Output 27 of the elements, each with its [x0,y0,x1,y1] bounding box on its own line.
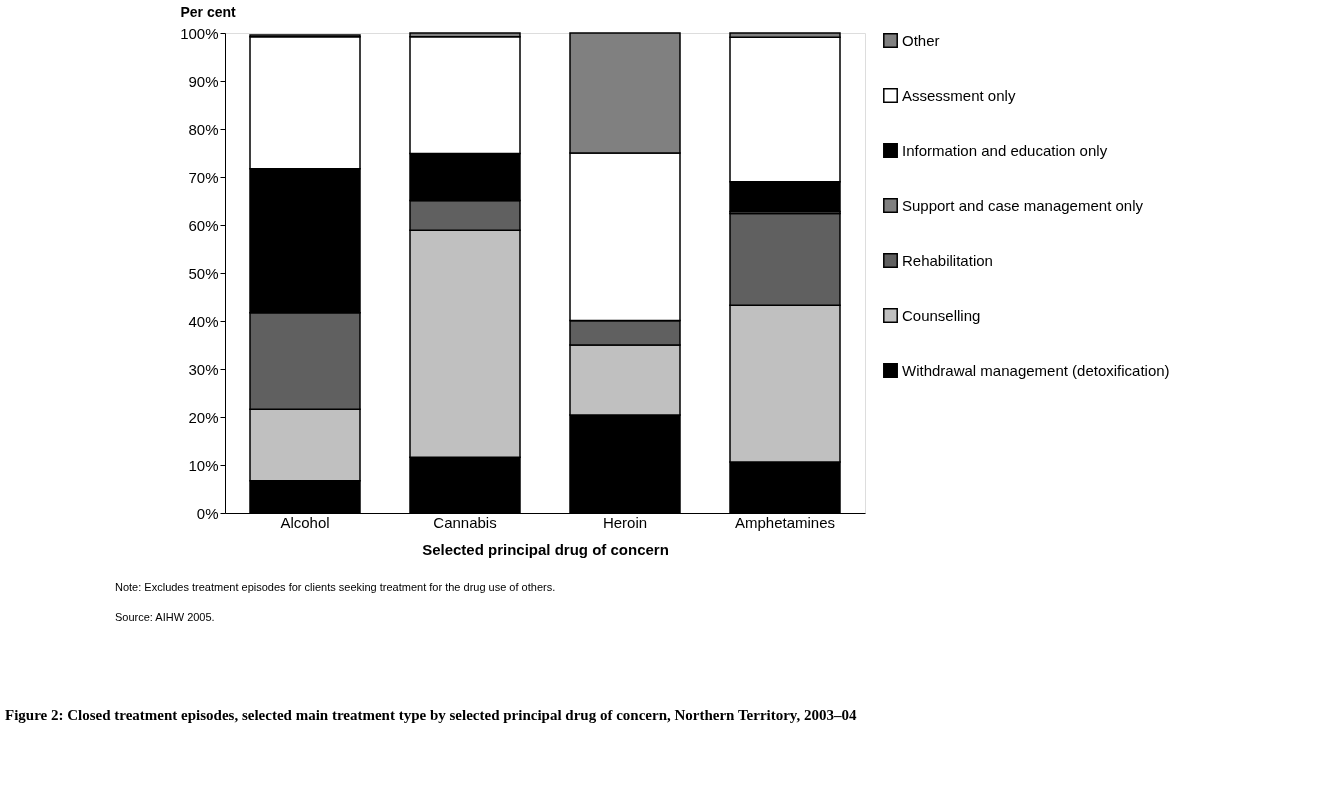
legend-label: Counselling [902,306,981,324]
y-tick-label: 60% [188,216,219,234]
y-tick-label: 40% [188,312,219,330]
x-tick-label: Alcohol [280,513,330,531]
legend-label: Information and education only [902,141,1108,159]
y-tick-label: 50% [188,264,219,282]
legend-label: Assessment only [902,86,1016,104]
x-tick-label: Heroin [602,513,648,531]
y-tick-label: 10% [188,456,219,474]
legend-label: Withdrawal management (detoxification) [902,361,1170,379]
x-tick-label: Amphetamines [734,513,836,531]
y-axis-title: Per cent [180,3,237,20]
y-tick-label: 80% [188,120,219,138]
y-tick-label: 30% [188,360,219,378]
y-tick-label: 90% [188,72,219,90]
legend-label: Rehabilitation [902,251,993,269]
source-note: Source: AIHW 2005. [115,611,215,623]
text: Note: Excludes treatment episodes for clients seeking treatment for the drug use of others. [115,581,556,593]
x-axis-title: Selected principal drug of concern [422,540,669,558]
y-tick-label: 20% [188,408,219,426]
y-tick-label: 70% [188,168,219,186]
y-tick-label: 100% [180,24,219,42]
legend-label: Other [902,31,940,49]
x-tick-label: Cannabis [433,513,497,531]
text: Figure 2: Closed treatment episodes, selected main treatment type by selected principal drug of concern, Northern Territory, 2003–04 [5,707,858,723]
y-tick-label: 0% [196,504,219,522]
legend-label: Support and case management only [902,196,1144,214]
